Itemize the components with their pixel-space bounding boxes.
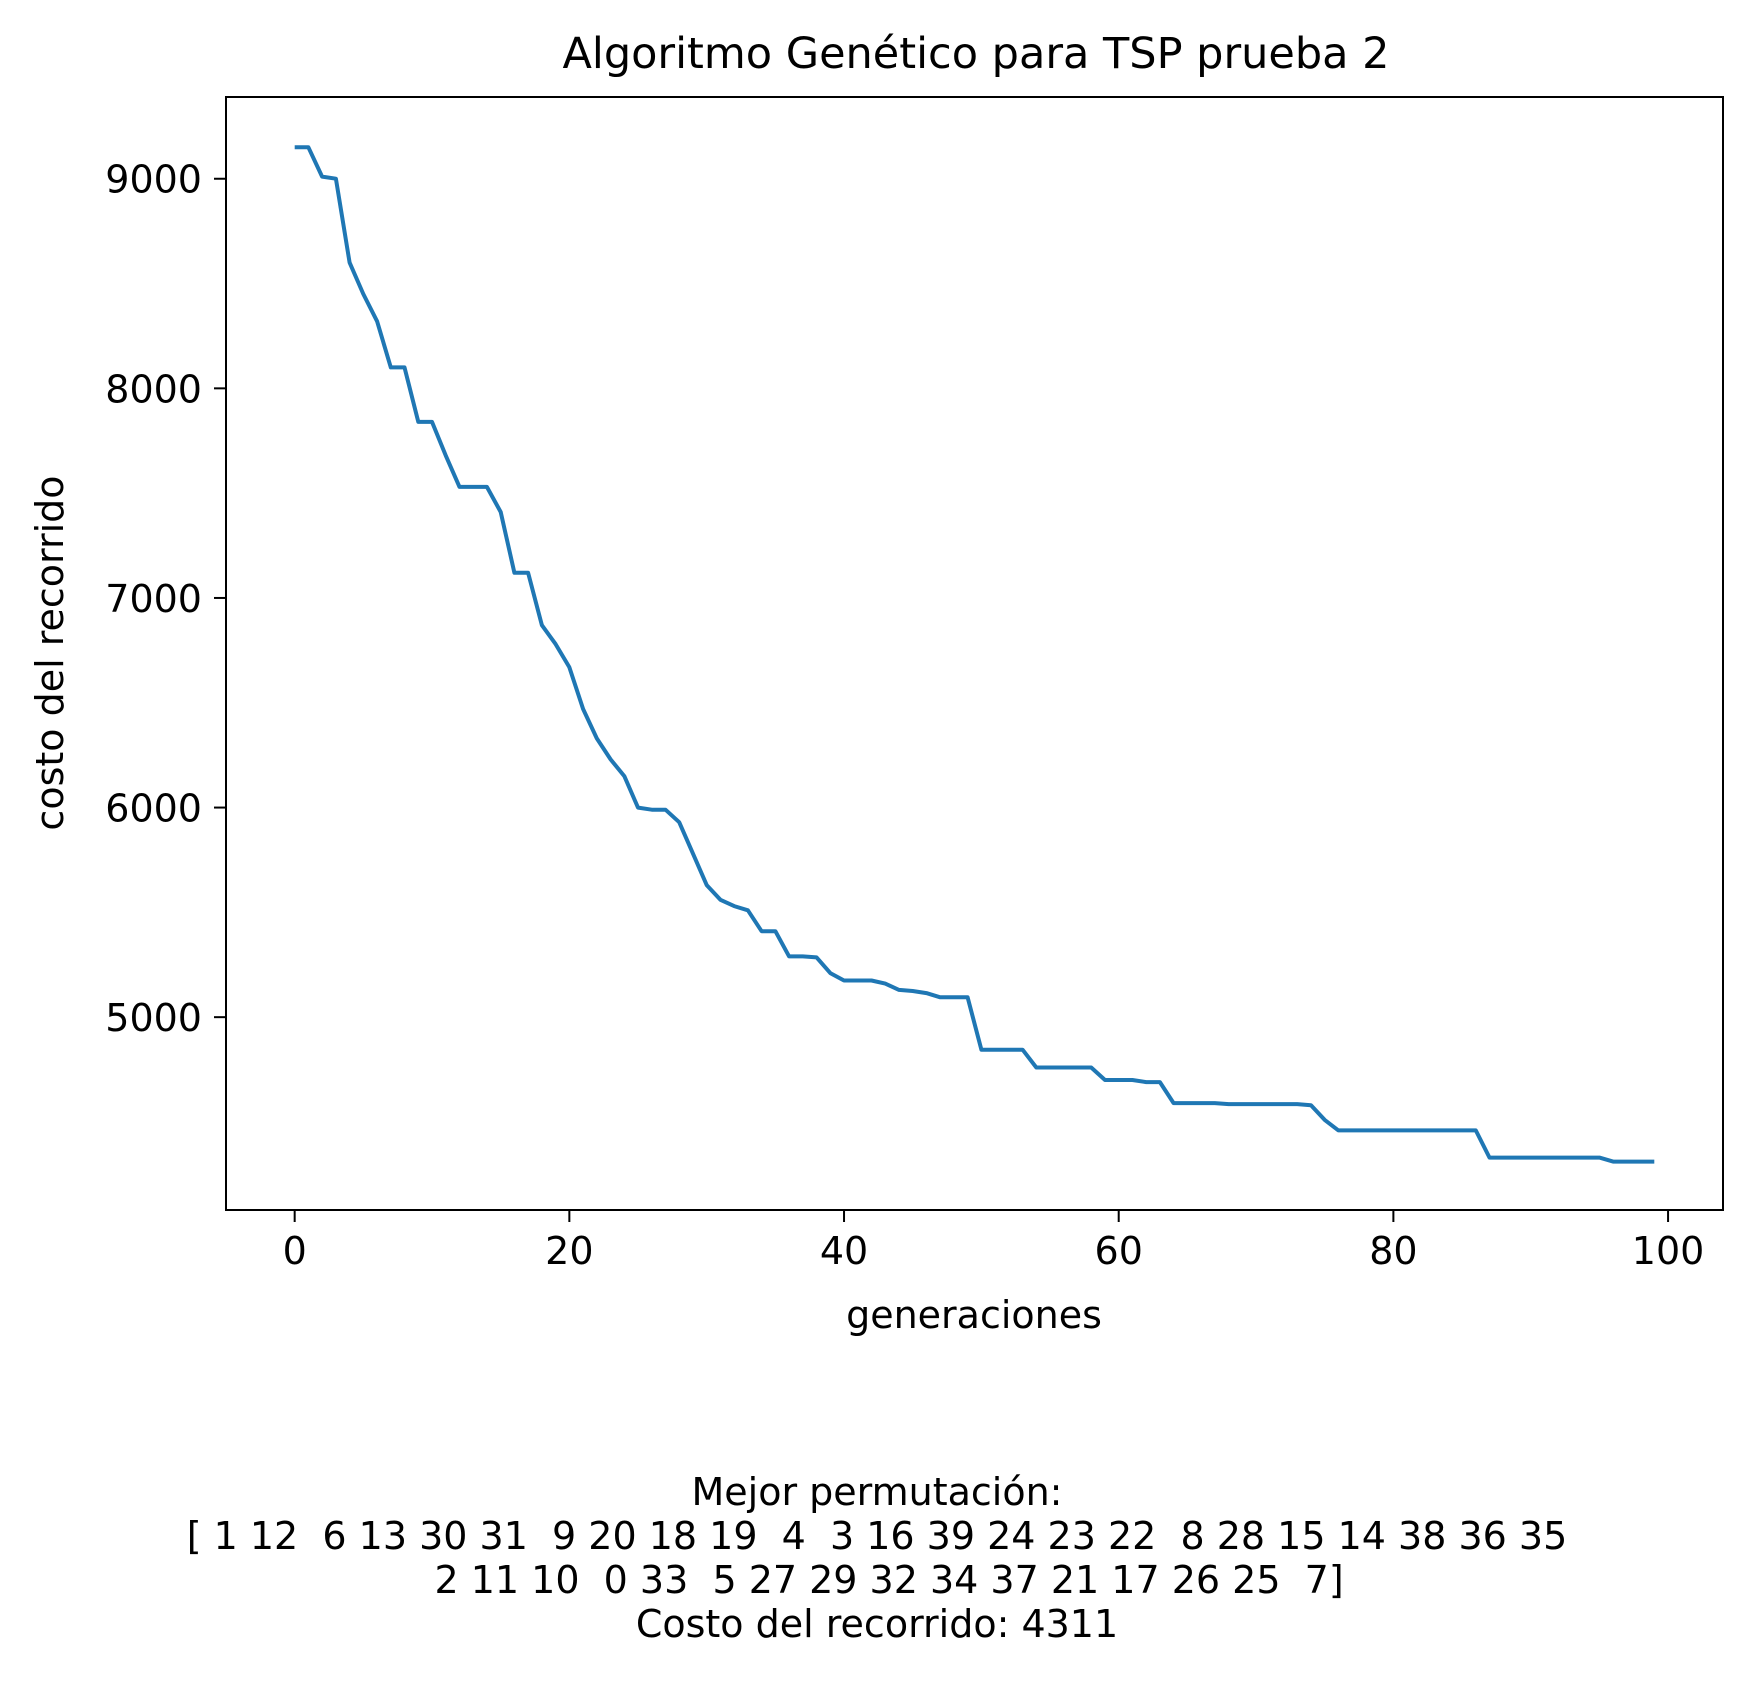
x-tick-label: 80 — [1369, 1229, 1417, 1273]
result-caption: Mejor permutación: [ 1 12 6 13 30 31 9 2… — [0, 1470, 1754, 1646]
x-axis: 0 20 40 60 80 100 — [283, 1210, 1705, 1273]
series-layer — [294, 145, 1655, 1164]
y-axis-label: costo del recorrido — [28, 475, 72, 830]
y-tick-label: 6000 — [105, 787, 202, 831]
y-tick-label: 5000 — [105, 996, 202, 1040]
caption-permutation-line-1: [ 1 12 6 13 30 31 9 20 18 19 4 3 16 39 2… — [186, 1514, 1568, 1558]
chart-title: Algoritmo Genético para TSP prueba 2 — [562, 29, 1389, 79]
x-tick-label: 100 — [1632, 1229, 1705, 1273]
x-tick-label: 20 — [545, 1229, 593, 1273]
series-line — [294, 145, 1655, 1164]
x-tick-label: 40 — [820, 1229, 868, 1273]
x-tick-label: 0 — [283, 1229, 307, 1273]
y-tick-label: 7000 — [105, 577, 202, 621]
x-tick-label: 60 — [1095, 1229, 1143, 1273]
y-axis: 5000 6000 7000 8000 9000 — [105, 158, 226, 1040]
y-tick-label: 8000 — [105, 367, 202, 411]
y-tick-label: 9000 — [105, 158, 202, 202]
x-axis-label: generaciones — [846, 1293, 1102, 1337]
caption-permutation-line-2: 2 11 10 0 33 5 27 29 32 34 37 21 17 26 2… — [410, 1558, 1344, 1602]
caption-best-permutation-label: Mejor permutación: — [691, 1470, 1063, 1514]
plot-area-frame — [225, 96, 1724, 1211]
caption-tour-cost: Costo del recorrido: 4311 — [635, 1602, 1119, 1646]
